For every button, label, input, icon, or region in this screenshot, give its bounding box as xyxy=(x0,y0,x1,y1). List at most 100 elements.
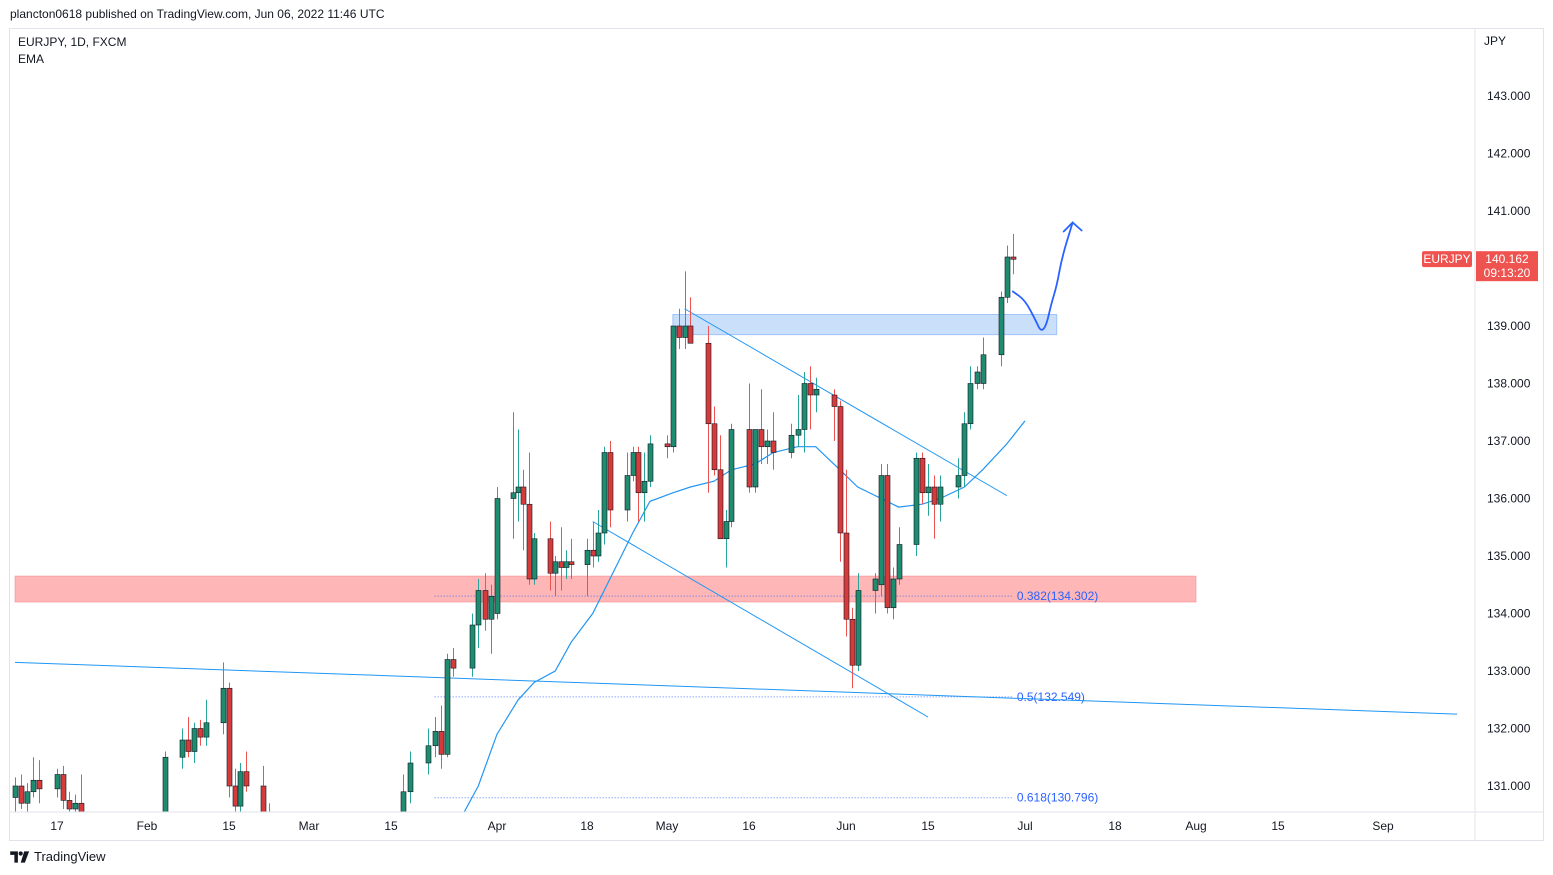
candle-2022-06-01 xyxy=(843,469,850,637)
x-tick-label-11: Jul xyxy=(1017,819,1032,833)
candle-2022-04-07 xyxy=(526,452,533,585)
candle-2022-02-08 xyxy=(185,717,192,758)
candle-2022-06-09 xyxy=(890,567,897,620)
candle-body xyxy=(961,423,968,476)
candle-body xyxy=(705,342,712,425)
candle-2022-04-25 xyxy=(624,452,631,522)
candle-body xyxy=(896,544,903,580)
candle-body xyxy=(520,486,527,505)
candle-body xyxy=(197,728,204,738)
x-tick-label-2: 15 xyxy=(222,819,236,833)
candle-body xyxy=(807,383,814,396)
candle-body xyxy=(237,771,244,807)
candle-body xyxy=(12,785,19,798)
price-badge-value-box xyxy=(1476,251,1538,282)
candle-2022-06-20 xyxy=(955,458,962,499)
candle-body xyxy=(400,791,407,812)
candle-2022-04-20 xyxy=(595,510,602,562)
y-tick-label-11: 131.000 xyxy=(1487,779,1531,793)
candle-2022-04-12 xyxy=(552,556,559,597)
candle-body xyxy=(203,722,210,738)
y-tick-label-3: 139.000 xyxy=(1487,319,1531,333)
price-badge-symbol: EURJPY xyxy=(1423,252,1470,266)
candle-2022-04-05 xyxy=(515,429,522,522)
long-trendline xyxy=(14,661,1458,715)
candle-2022-01-21 xyxy=(78,774,85,812)
candle-body xyxy=(831,394,838,407)
x-tick-label-8: 16 xyxy=(742,819,756,833)
candle-2022-05-02 xyxy=(664,435,671,459)
candle-body xyxy=(526,503,533,580)
footer-brand[interactable]: TradingView xyxy=(10,849,106,864)
candle-2022-05-06 xyxy=(687,297,694,344)
candle-2022-02-14 xyxy=(220,662,227,735)
candle-body xyxy=(469,624,476,669)
candle-2022-02-17 xyxy=(237,763,244,812)
candle-2022-03-24 xyxy=(444,653,451,758)
candle-2022-05-19 xyxy=(764,429,771,464)
candle-body xyxy=(919,457,926,494)
fib-level-label-1: 0.5(132.549) xyxy=(1017,690,1085,704)
candle-2022-05-27 xyxy=(813,377,820,413)
projection-path xyxy=(1011,221,1074,331)
candle-body xyxy=(30,779,37,793)
candle-body xyxy=(980,354,987,384)
candle-2022-05-04 xyxy=(676,308,683,349)
symbol-legend[interactable]: EURJPY, 1D, FXCM xyxy=(18,35,127,49)
candle-2022-06-28 xyxy=(1004,245,1011,303)
candle-body xyxy=(243,771,250,787)
candle-body xyxy=(711,423,718,471)
candle-2022-05-17 xyxy=(752,429,759,493)
candle-body xyxy=(563,561,570,568)
candle-body xyxy=(66,800,73,810)
x-tick-label-14: 15 xyxy=(1271,819,1285,833)
candle-body xyxy=(967,383,974,425)
candle-2022-02-16 xyxy=(232,768,239,812)
candle-2022-04-18 xyxy=(584,538,591,597)
candle-2022-03-25 xyxy=(450,648,457,677)
candle-2022-04-08 xyxy=(531,533,538,585)
x-tick-label-4: 15 xyxy=(384,819,398,833)
x-tick-label-13: Aug xyxy=(1185,819,1206,833)
wedge-lower xyxy=(592,521,929,718)
candle-body xyxy=(849,618,856,666)
candle-2022-02-10 xyxy=(197,719,204,746)
candle-body xyxy=(843,532,850,620)
candle-body xyxy=(878,475,885,586)
y-tick-label-1: 142.000 xyxy=(1487,147,1531,161)
x-tick-label-15: Sep xyxy=(1372,819,1394,833)
candle-body xyxy=(432,731,439,747)
candle-body xyxy=(1004,256,1011,298)
candle-2022-06-03 xyxy=(855,573,862,671)
candle-2022-02-09 xyxy=(191,722,198,763)
candle-2022-05-20 xyxy=(770,412,777,470)
candle-2022-01-13 xyxy=(30,757,37,798)
candle-2022-06-17 xyxy=(937,475,944,522)
footer-brand-label: TradingView xyxy=(34,849,106,864)
candle-body xyxy=(687,325,694,344)
candle-2022-05-23 xyxy=(788,423,795,459)
candle-2022-05-03 xyxy=(670,325,677,453)
candle-2022-02-07 xyxy=(179,728,186,769)
candle-2022-05-24 xyxy=(795,395,802,447)
candle-2022-06-14 xyxy=(919,452,926,505)
candle-2022-05-26 xyxy=(807,366,814,430)
candle-2022-04-29 xyxy=(647,435,654,487)
candle-2022-05-10 xyxy=(711,406,718,476)
candle-body xyxy=(72,802,79,810)
candle-body xyxy=(676,325,683,338)
candle-body xyxy=(494,498,501,614)
candle-body xyxy=(185,739,192,752)
candle-2022-03-28 xyxy=(469,613,476,677)
candle-body xyxy=(425,745,432,764)
candle-2022-06-21 xyxy=(961,412,968,487)
indicator-legend[interactable]: EMA xyxy=(18,52,45,66)
candle-body xyxy=(552,561,559,574)
candle-2022-05-30 xyxy=(831,389,838,441)
candle-2022-04-14 xyxy=(563,550,570,579)
candle-2022-03-23 xyxy=(438,705,445,769)
candle-2022-06-24 xyxy=(980,337,987,390)
fib-level-label-0: 0.382(134.302) xyxy=(1017,589,1098,603)
candle-body xyxy=(884,475,891,609)
